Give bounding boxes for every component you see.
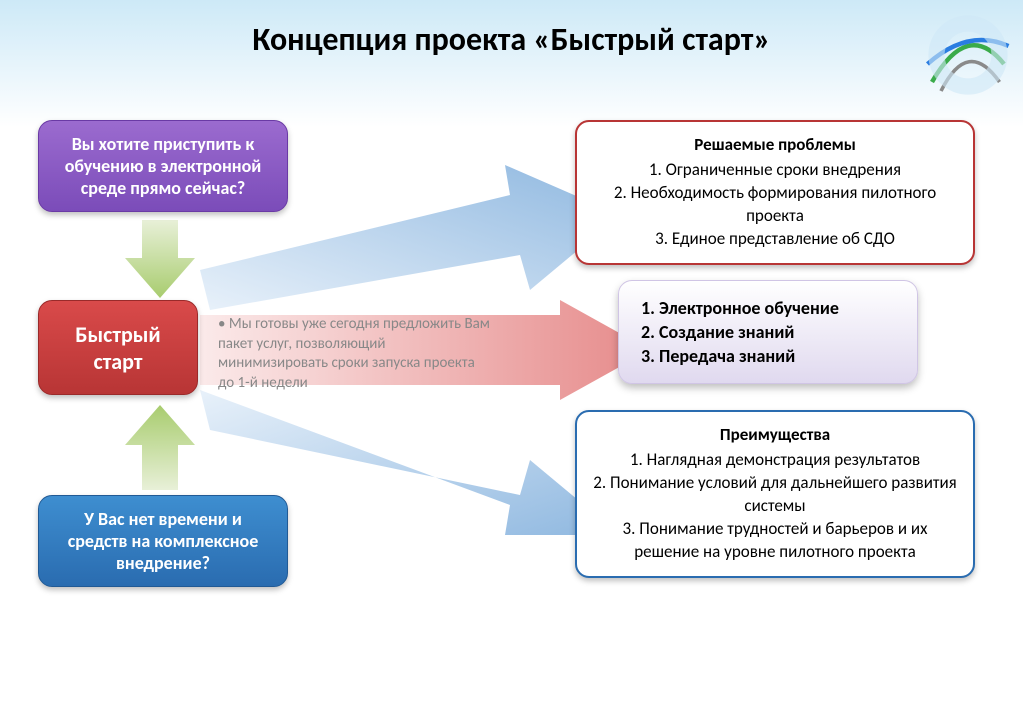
problems-item: 3. Единое представление об СДО — [591, 228, 959, 251]
blue-question-box: У Вас нет времени и средств на комплексн… — [38, 495, 288, 587]
benefits-item: 2. Понимание условий для дальнейшего раз… — [591, 472, 959, 518]
callout-list: Электронное обучение Создание знаний Пер… — [659, 297, 897, 367]
purple-text: Вы хотите приступить к обучению в электр… — [65, 133, 262, 199]
down-arrow-2 — [120, 400, 200, 490]
purple-question-box: Вы хотите приступить к обучению в электр… — [38, 120, 288, 212]
problems-box: Решаемые проблемы 1. Ограниченные сроки … — [575, 120, 975, 265]
callout-item: Создание знаний — [659, 321, 897, 343]
callout-item: Передача знаний — [659, 345, 897, 367]
benefits-list: 1. Наглядная демонстрация результатов 2.… — [591, 449, 959, 564]
benefits-item: 1. Наглядная демонстрация результатов — [591, 449, 959, 472]
problems-title: Решаемые проблемы — [591, 134, 959, 155]
red-text: Быстрый старт — [53, 321, 183, 375]
callout-box: Электронное обучение Создание знаний Пер… — [618, 280, 918, 384]
mid-text-content: Мы готовы уже сегодня предложить Вам пак… — [218, 315, 490, 392]
benefits-item: 3. Понимание трудностей и барьеров и их … — [591, 518, 959, 564]
problems-item: 1. Ограниченные сроки внедрения — [591, 159, 959, 182]
red-center-box: Быстрый старт — [38, 300, 198, 395]
problems-list: 1. Ограниченные сроки внедрения 2. Необх… — [591, 159, 959, 251]
benefits-box: Преимущества 1. Наглядная демонстрация р… — [575, 410, 975, 578]
page-title: Концепция проекта «Быстрый старт» — [0, 20, 1023, 59]
blue-text: У Вас нет времени и средств на комплексн… — [68, 508, 259, 574]
benefits-title: Преимущества — [591, 424, 959, 445]
problems-item: 2. Необходимость формирования пилотного … — [591, 182, 959, 228]
callout-item: Электронное обучение — [659, 297, 897, 319]
down-arrow-1 — [120, 220, 200, 300]
mid-description: Мы готовы уже сегодня предложить Вам пак… — [218, 315, 493, 393]
